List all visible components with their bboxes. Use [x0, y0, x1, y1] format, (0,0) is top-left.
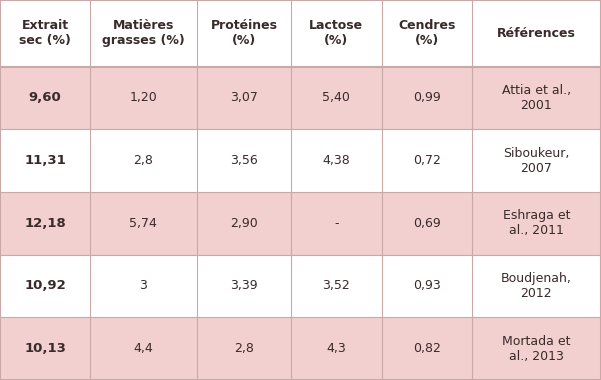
Text: Boudjenah,
2012: Boudjenah, 2012: [501, 272, 572, 300]
Text: -: -: [334, 217, 339, 230]
Bar: [0, 255, 601, 317]
Text: 12,18: 12,18: [24, 217, 66, 230]
Text: 3,07: 3,07: [230, 91, 258, 105]
Text: Cendres
(%): Cendres (%): [398, 19, 456, 47]
Text: 0,93: 0,93: [413, 279, 441, 293]
Text: 0,82: 0,82: [413, 342, 441, 355]
Text: 10,92: 10,92: [24, 279, 66, 293]
Text: 2,90: 2,90: [230, 217, 258, 230]
Text: 5,74: 5,74: [129, 217, 157, 230]
Text: 4,4: 4,4: [133, 342, 153, 355]
Bar: [0, 317, 601, 380]
Text: 0,72: 0,72: [413, 154, 441, 167]
Text: 10,13: 10,13: [24, 342, 66, 355]
Text: 0,99: 0,99: [413, 91, 441, 105]
Text: Références: Références: [497, 27, 576, 40]
Bar: [0, 66, 601, 129]
Text: 2,8: 2,8: [234, 342, 254, 355]
Text: Matières
grasses (%): Matières grasses (%): [102, 19, 185, 47]
Text: Siboukeur,
2007: Siboukeur, 2007: [503, 147, 570, 174]
Text: 3,39: 3,39: [230, 279, 258, 293]
Text: Protéines
(%): Protéines (%): [210, 19, 278, 47]
Text: Eshraga et
al., 2011: Eshraga et al., 2011: [502, 209, 570, 237]
Text: 9,60: 9,60: [29, 91, 61, 105]
Text: 4,38: 4,38: [323, 154, 350, 167]
Text: 4,3: 4,3: [326, 342, 346, 355]
Bar: [0, 129, 601, 192]
Text: 2,8: 2,8: [133, 154, 153, 167]
Text: 11,31: 11,31: [24, 154, 66, 167]
Text: 3,56: 3,56: [230, 154, 258, 167]
Text: Mortada et
al., 2013: Mortada et al., 2013: [502, 335, 570, 363]
Bar: [0, 0, 601, 66]
Text: 3,52: 3,52: [323, 279, 350, 293]
Text: 1,20: 1,20: [130, 91, 157, 105]
Text: Attia et al.,
2001: Attia et al., 2001: [502, 84, 571, 112]
Text: 0,69: 0,69: [413, 217, 441, 230]
Bar: [0, 192, 601, 255]
Text: Lactose
(%): Lactose (%): [310, 19, 364, 47]
Text: 3: 3: [139, 279, 147, 293]
Text: Extrait
sec (%): Extrait sec (%): [19, 19, 71, 47]
Text: 5,40: 5,40: [323, 91, 350, 105]
